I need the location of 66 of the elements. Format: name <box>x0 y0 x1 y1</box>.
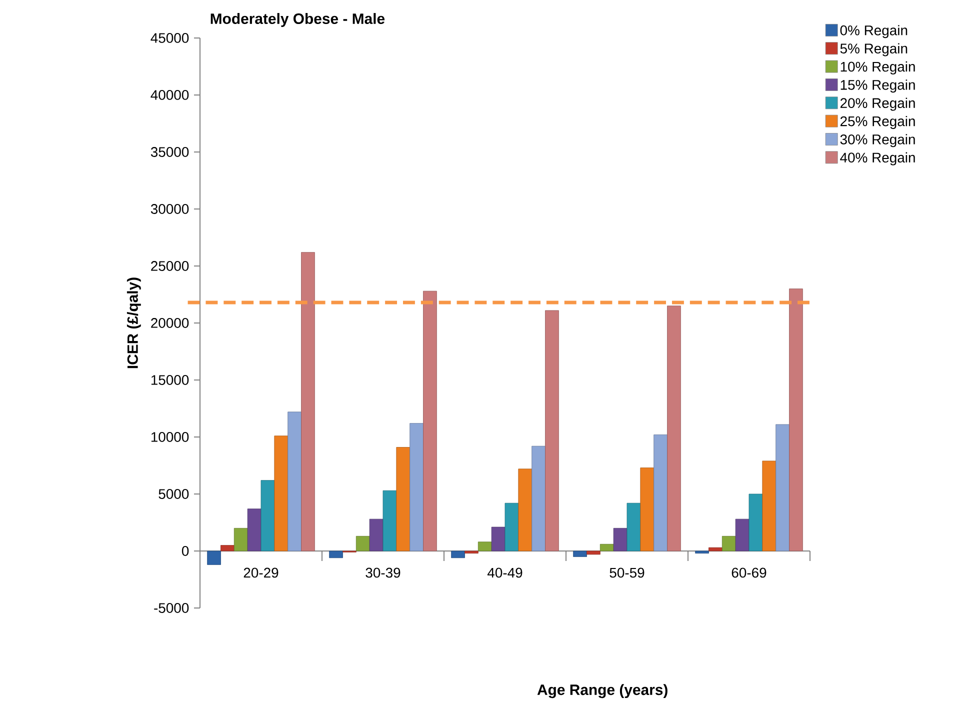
bar <box>301 252 315 552</box>
y-tick-label: 25000 <box>151 261 189 271</box>
bar <box>451 550 465 558</box>
bar <box>640 468 654 552</box>
bar <box>410 423 424 552</box>
legend-label: 0% Regain <box>840 25 908 38</box>
bar <box>545 310 559 552</box>
bar <box>329 550 343 558</box>
legend-label: 20% Regain <box>840 98 915 111</box>
x-tick-label: 30-39 <box>366 568 400 578</box>
bar <box>667 306 681 552</box>
bar <box>762 460 776 552</box>
bar <box>586 550 600 555</box>
bar <box>396 447 410 552</box>
x-tick-label: 60-69 <box>732 568 766 578</box>
y-tick-label: 15000 <box>151 375 189 385</box>
bar <box>532 446 546 552</box>
bar <box>247 508 262 552</box>
bar <box>735 518 750 552</box>
bar <box>478 542 492 552</box>
legend-label: 25% Regain <box>840 116 915 129</box>
x-tick-label: 40-49 <box>487 568 522 578</box>
bar <box>573 550 587 557</box>
bar <box>369 518 384 552</box>
bar <box>708 547 722 552</box>
legend-label: 40% Regain <box>840 152 915 166</box>
y-tick-label: 5000 <box>158 489 189 499</box>
legend-label: 30% Regain <box>840 134 915 148</box>
bar <box>722 536 736 552</box>
y-tick-label: 40000 <box>150 90 189 100</box>
y-tick-label: 30000 <box>150 204 189 214</box>
bar <box>207 550 221 565</box>
bar <box>654 434 668 552</box>
y-tick-label: 45000 <box>150 33 189 43</box>
bar <box>288 412 302 552</box>
bar <box>234 528 248 552</box>
bar <box>260 480 275 552</box>
y-tick-label: 0 <box>182 546 189 556</box>
bar <box>220 545 234 552</box>
bar <box>423 290 437 552</box>
bar <box>776 424 790 552</box>
y-axis-title: ICER (£/qaly) <box>126 278 141 368</box>
bar <box>518 468 532 552</box>
chart-title: Moderately Obese - Male <box>210 13 385 27</box>
x-tick-label: 50-59 <box>610 568 644 578</box>
bar <box>491 526 506 552</box>
y-tick-label: 35000 <box>150 147 189 157</box>
bar <box>613 528 628 552</box>
legend-label: 10% Regain <box>840 61 915 74</box>
x-tick-label: 20-29 <box>244 568 278 578</box>
bar <box>695 550 709 554</box>
legend-label: 5% Regain <box>840 43 908 56</box>
bar <box>789 288 803 552</box>
x-axis-title: Age Range (years) <box>537 684 668 698</box>
bar <box>504 502 519 552</box>
bar <box>274 436 288 552</box>
bar <box>748 494 763 552</box>
y-tick-label: 20000 <box>151 318 189 328</box>
bar <box>356 536 370 552</box>
bar <box>464 550 478 554</box>
bar <box>626 502 641 552</box>
bar <box>600 544 614 552</box>
bar <box>382 490 397 552</box>
legend-label: 15% Regain <box>840 80 915 93</box>
y-tick-label: -5000 <box>154 603 189 613</box>
y-tick-label: 10000 <box>151 432 189 442</box>
